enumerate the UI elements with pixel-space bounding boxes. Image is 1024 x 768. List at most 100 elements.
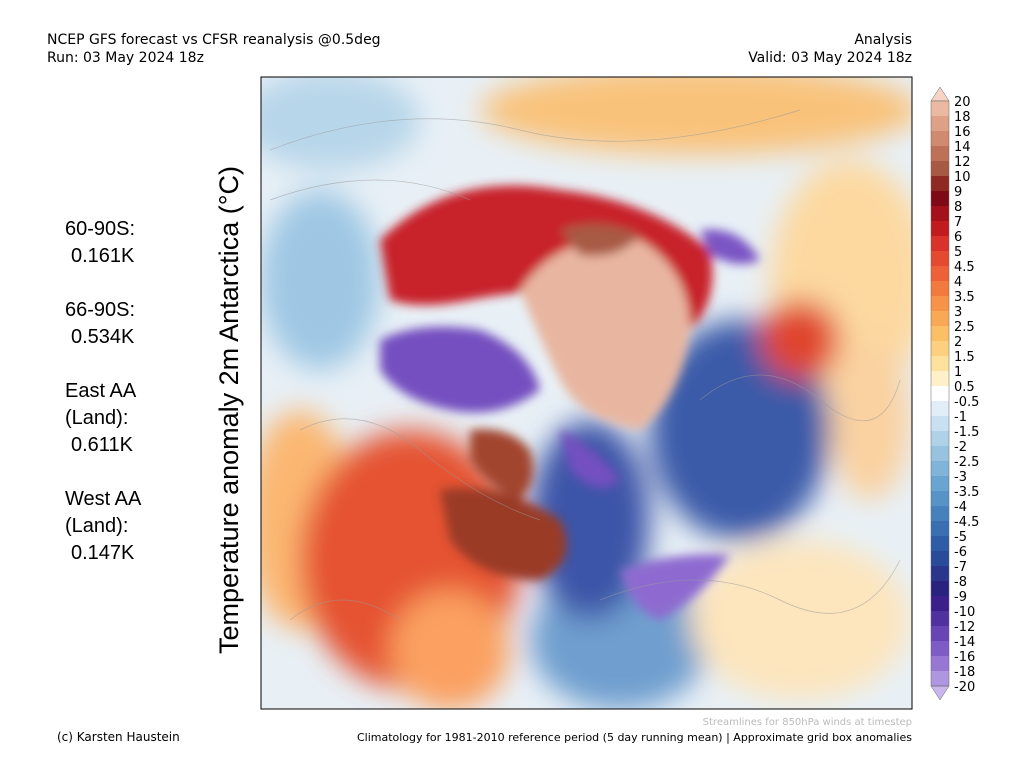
map-frame <box>260 76 913 710</box>
colorbar-label: -1 <box>954 410 967 425</box>
stat-value: 0.161K <box>71 245 135 267</box>
colorbar-label: 14 <box>954 140 971 155</box>
colorbar-box <box>931 101 949 116</box>
colorbar-frame <box>930 100 950 687</box>
colorbar-arrow <box>930 685 950 701</box>
colorbar-box <box>931 401 949 416</box>
stat-value: 0.534K <box>71 326 135 348</box>
stat-label: 66-90S: <box>65 299 135 321</box>
stat-label: 60-90S: <box>65 218 135 240</box>
colorbar-label: -1.5 <box>954 425 979 440</box>
colorbar-box <box>931 341 949 356</box>
stat-label: (Land): <box>65 515 128 537</box>
colorbar-label: 1.5 <box>954 350 975 365</box>
colorbar-label: -6 <box>954 545 967 560</box>
colorbar-label: 8 <box>954 200 962 215</box>
colorbar-label: -14 <box>954 635 975 650</box>
colorbar-box <box>931 296 949 311</box>
colorbar-box <box>931 581 949 596</box>
colorbar: 201816141210987654.543.532.521.510.5-0.5… <box>930 86 979 701</box>
colorbar-label: -2 <box>954 440 967 455</box>
colorbar-label: 12 <box>954 155 971 170</box>
colorbar-label: -8 <box>954 575 967 590</box>
colorbar-label: 20 <box>954 95 971 110</box>
colorbar-label: 18 <box>954 110 971 125</box>
colorbar-label: 10 <box>954 170 971 185</box>
colorbar-label: -4.5 <box>954 515 979 530</box>
colorbar-box <box>931 491 949 506</box>
colorbar-box <box>931 611 949 626</box>
header-title: NCEP GFS forecast vs CFSR reanalysis @0.… <box>47 32 381 48</box>
colorbar-box <box>931 281 949 296</box>
colorbar-label: -16 <box>954 650 975 665</box>
colorbar-box <box>931 206 949 221</box>
colorbar-label: 6 <box>954 230 962 245</box>
colorbar-label: -3 <box>954 470 967 485</box>
colorbar-box <box>931 566 949 581</box>
stat-label: West AA <box>65 488 142 510</box>
colorbar-box <box>931 446 949 461</box>
stat-value: 0.147K <box>71 542 135 564</box>
credit: (c) Karsten Haustein <box>57 730 180 744</box>
colorbar-box <box>931 251 949 266</box>
colorbar-label: 2 <box>954 335 962 350</box>
colorbar-box <box>931 146 949 161</box>
colorbar-box <box>931 266 949 281</box>
colorbar-label: -9 <box>954 590 967 605</box>
colorbar-label: -0.5 <box>954 395 979 410</box>
colorbar-box <box>931 311 949 326</box>
colorbar-label: 5 <box>954 245 962 260</box>
colorbar-box <box>931 596 949 611</box>
stat-label: (Land): <box>65 407 128 429</box>
colorbar-box <box>931 521 949 536</box>
colorbar-label: 3 <box>954 305 962 320</box>
colorbar-box <box>931 356 949 371</box>
stat-value: 0.611K <box>71 434 134 456</box>
colorbar-box <box>931 641 949 656</box>
colorbar-label: 2.5 <box>954 320 975 335</box>
colorbar-box <box>931 506 949 521</box>
colorbar-label: -10 <box>954 605 975 620</box>
colorbar-box <box>931 161 949 176</box>
colorbar-box <box>931 176 949 191</box>
colorbar-box <box>931 131 949 146</box>
streamlines-note: Streamlines for 850hPa winds at timestep <box>703 717 912 728</box>
colorbar-box <box>931 221 949 236</box>
colorbar-box <box>931 191 949 206</box>
colorbar-label: -18 <box>954 665 975 680</box>
climatology-note: Climatology for 1981-2010 reference peri… <box>357 731 912 744</box>
colorbar-box <box>931 116 949 131</box>
colorbar-label: 1 <box>954 365 962 380</box>
colorbar-label: -2.5 <box>954 455 979 470</box>
map <box>261 77 912 709</box>
colorbar-label: 4.5 <box>954 260 975 275</box>
colorbar-label: 4 <box>954 275 962 290</box>
colorbar-box <box>931 626 949 641</box>
colorbar-label: -3.5 <box>954 485 979 500</box>
colorbar-box <box>931 656 949 671</box>
colorbar-box <box>931 386 949 401</box>
colorbar-box <box>931 416 949 431</box>
colorbar-label: 16 <box>954 125 971 140</box>
colorbar-box <box>931 431 949 446</box>
header-run: Run: 03 May 2024 18z <box>47 50 204 66</box>
colorbar-label: -5 <box>954 530 967 545</box>
colorbar-box <box>931 236 949 251</box>
header-valid: Valid: 03 May 2024 18z <box>748 50 912 66</box>
colorbar-label: 9 <box>954 185 962 200</box>
colorbar-box <box>931 371 949 386</box>
colorbar-box <box>931 476 949 491</box>
colorbar-label: -20 <box>954 680 975 695</box>
colorbar-label: 0.5 <box>954 380 975 395</box>
colorbar-label: 3.5 <box>954 290 975 305</box>
colorbar-label: -7 <box>954 560 967 575</box>
colorbar-box <box>931 326 949 341</box>
stats: 60-90S: 0.161K 66-90S: 0.534K East AA (Land):… <box>65 218 142 564</box>
map-title: Temperature anomaly 2m Antarctica (°C) <box>214 166 244 654</box>
colorbar-box <box>931 461 949 476</box>
colorbar-box <box>931 536 949 551</box>
colorbar-arrow <box>930 86 950 102</box>
colorbar-box <box>931 671 949 686</box>
